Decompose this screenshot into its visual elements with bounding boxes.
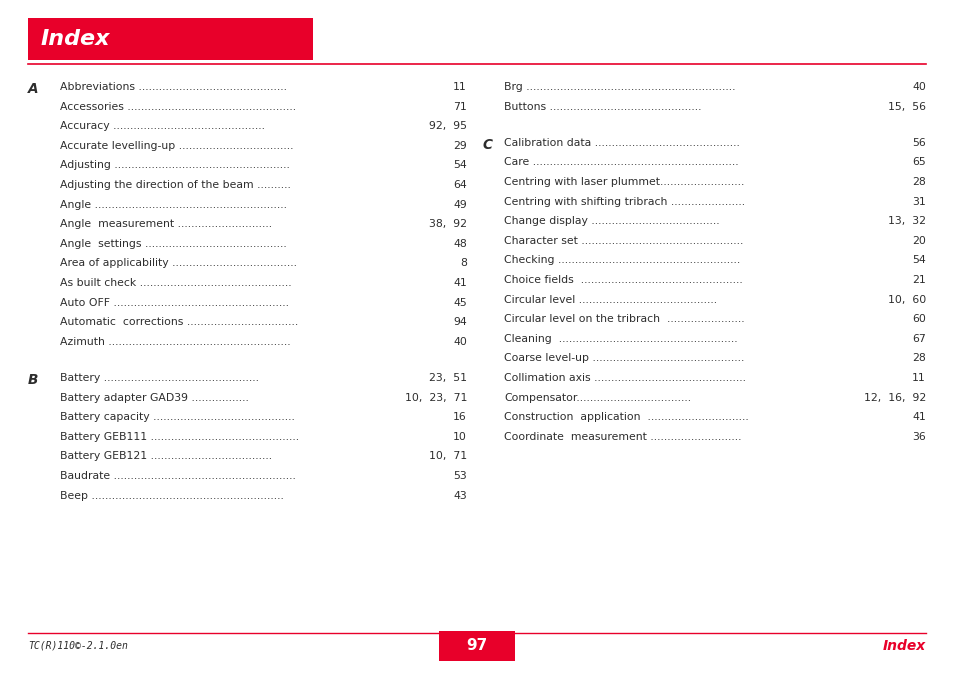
Text: Coarse level-up .............................................: Coarse level-up ........................… <box>503 353 743 364</box>
Text: 40: 40 <box>453 336 467 347</box>
Text: 10,  71: 10, 71 <box>429 452 467 462</box>
Text: Automatic  corrections .................................: Automatic corrections ..................… <box>60 318 298 327</box>
Text: 28: 28 <box>911 177 925 187</box>
Text: Azimuth ......................................................: Azimuth ................................… <box>60 336 291 347</box>
Text: Circular level .........................................: Circular level .........................… <box>503 294 717 305</box>
Text: 36: 36 <box>911 432 925 442</box>
Text: Cleaning  .....................................................: Cleaning ...............................… <box>503 334 737 344</box>
Text: Baudrate ......................................................: Baudrate ...............................… <box>60 471 295 481</box>
Text: Brg ..............................................................: Brg ....................................… <box>503 82 735 92</box>
Text: 10: 10 <box>453 432 467 442</box>
Text: Adjusting ....................................................: Adjusting ..............................… <box>60 160 290 171</box>
Text: Construction  application  ..............................: Construction application ...............… <box>503 412 748 422</box>
Text: Area of applicability .....................................: Area of applicability ..................… <box>60 259 296 268</box>
Text: B: B <box>28 373 38 387</box>
Text: Angle .........................................................: Angle ..................................… <box>60 200 287 210</box>
Text: Battery GEB111 ............................................: Battery GEB111 .........................… <box>60 432 299 442</box>
Text: 40: 40 <box>911 82 925 92</box>
Text: Care .............................................................: Care ...................................… <box>503 158 738 167</box>
Text: Battery GEB121 ....................................: Battery GEB121 .........................… <box>60 452 272 462</box>
Text: 48: 48 <box>453 239 467 249</box>
Text: Centring with laser plummet.........................: Centring with laser plummet.............… <box>503 177 743 187</box>
Text: 97: 97 <box>466 638 487 653</box>
Text: Collimation axis .............................................: Collimation axis .......................… <box>503 373 745 383</box>
Text: Angle  measurement ............................: Angle measurement ......................… <box>60 219 272 230</box>
Text: 8: 8 <box>459 259 467 268</box>
Text: 49: 49 <box>453 200 467 210</box>
Text: 13,  32: 13, 32 <box>887 216 925 226</box>
Text: Accurate levelling-up ..................................: Accurate levelling-up ..................… <box>60 141 294 151</box>
Text: Abbreviations ............................................: Abbreviations ..........................… <box>60 82 287 92</box>
Text: 65: 65 <box>911 158 925 167</box>
Text: 21: 21 <box>911 275 925 285</box>
Text: Choice fields  ................................................: Choice fields ..........................… <box>503 275 742 285</box>
Text: 11: 11 <box>911 373 925 383</box>
Text: Centring with shifting tribrach ......................: Centring with shifting tribrach ........… <box>503 196 744 206</box>
Text: Auto OFF ....................................................: Auto OFF ...............................… <box>60 298 289 307</box>
Text: As built check .............................................: As built check .........................… <box>60 278 292 288</box>
Text: 43: 43 <box>453 491 467 501</box>
Text: 12,  16,  92: 12, 16, 92 <box>862 393 925 403</box>
Text: 56: 56 <box>911 138 925 148</box>
Text: 28: 28 <box>911 353 925 364</box>
Text: Beep .........................................................: Beep ...................................… <box>60 491 284 501</box>
Text: Change display ......................................: Change display .........................… <box>503 216 719 226</box>
Text: Accuracy .............................................: Accuracy ...............................… <box>60 121 265 131</box>
Text: Battery ..............................................: Battery ................................… <box>60 373 258 383</box>
Text: 10,  23,  71: 10, 23, 71 <box>404 393 467 403</box>
Text: 29: 29 <box>453 141 467 151</box>
Bar <box>28 18 313 60</box>
Text: C: C <box>482 138 493 152</box>
Text: Index: Index <box>41 29 111 49</box>
Text: 10,  60: 10, 60 <box>887 294 925 305</box>
Text: Calibration data ...........................................: Calibration data .......................… <box>503 138 740 148</box>
Text: 45: 45 <box>453 298 467 307</box>
Text: Circular level on the tribrach  .......................: Circular level on the tribrach .........… <box>503 314 744 324</box>
Text: 38,  92: 38, 92 <box>429 219 467 230</box>
Text: A: A <box>28 82 38 96</box>
Text: 20: 20 <box>911 236 925 246</box>
Text: Buttons .............................................: Buttons ................................… <box>503 102 700 112</box>
Text: 41: 41 <box>453 278 467 288</box>
Text: Angle  settings ..........................................: Angle settings .........................… <box>60 239 287 249</box>
Text: 15,  56: 15, 56 <box>887 102 925 112</box>
Text: Checking ......................................................: Checking ...............................… <box>503 255 740 265</box>
Text: 92,  95: 92, 95 <box>429 121 467 131</box>
Text: 64: 64 <box>453 180 467 190</box>
Text: Adjusting the direction of the beam ..........: Adjusting the direction of the beam ....… <box>60 180 291 190</box>
Text: Battery adapter GAD39 .................: Battery adapter GAD39 ................. <box>60 393 249 403</box>
Text: 67: 67 <box>911 334 925 344</box>
Text: 94: 94 <box>453 318 467 327</box>
Text: 41: 41 <box>911 412 925 422</box>
Text: 53: 53 <box>453 471 467 481</box>
Text: 31: 31 <box>911 196 925 206</box>
Text: Battery capacity ..........................................: Battery capacity .......................… <box>60 412 294 422</box>
Text: 60: 60 <box>911 314 925 324</box>
Text: Index: Index <box>882 639 925 653</box>
Text: 54: 54 <box>911 255 925 265</box>
Text: TC(R)110©-2.1.0en: TC(R)110©-2.1.0en <box>28 641 128 651</box>
Bar <box>438 631 515 661</box>
Text: Character set ................................................: Character set ..........................… <box>503 236 742 246</box>
Text: Compensator..................................: Compensator.............................… <box>503 393 690 403</box>
Text: 11: 11 <box>453 82 467 92</box>
Text: 71: 71 <box>453 102 467 112</box>
Text: 16: 16 <box>453 412 467 422</box>
Text: Coordinate  measurement ...........................: Coordinate measurement .................… <box>503 432 740 442</box>
Text: 54: 54 <box>453 160 467 171</box>
Text: Accessories ..................................................: Accessories ............................… <box>60 102 295 112</box>
Text: 23,  51: 23, 51 <box>429 373 467 383</box>
